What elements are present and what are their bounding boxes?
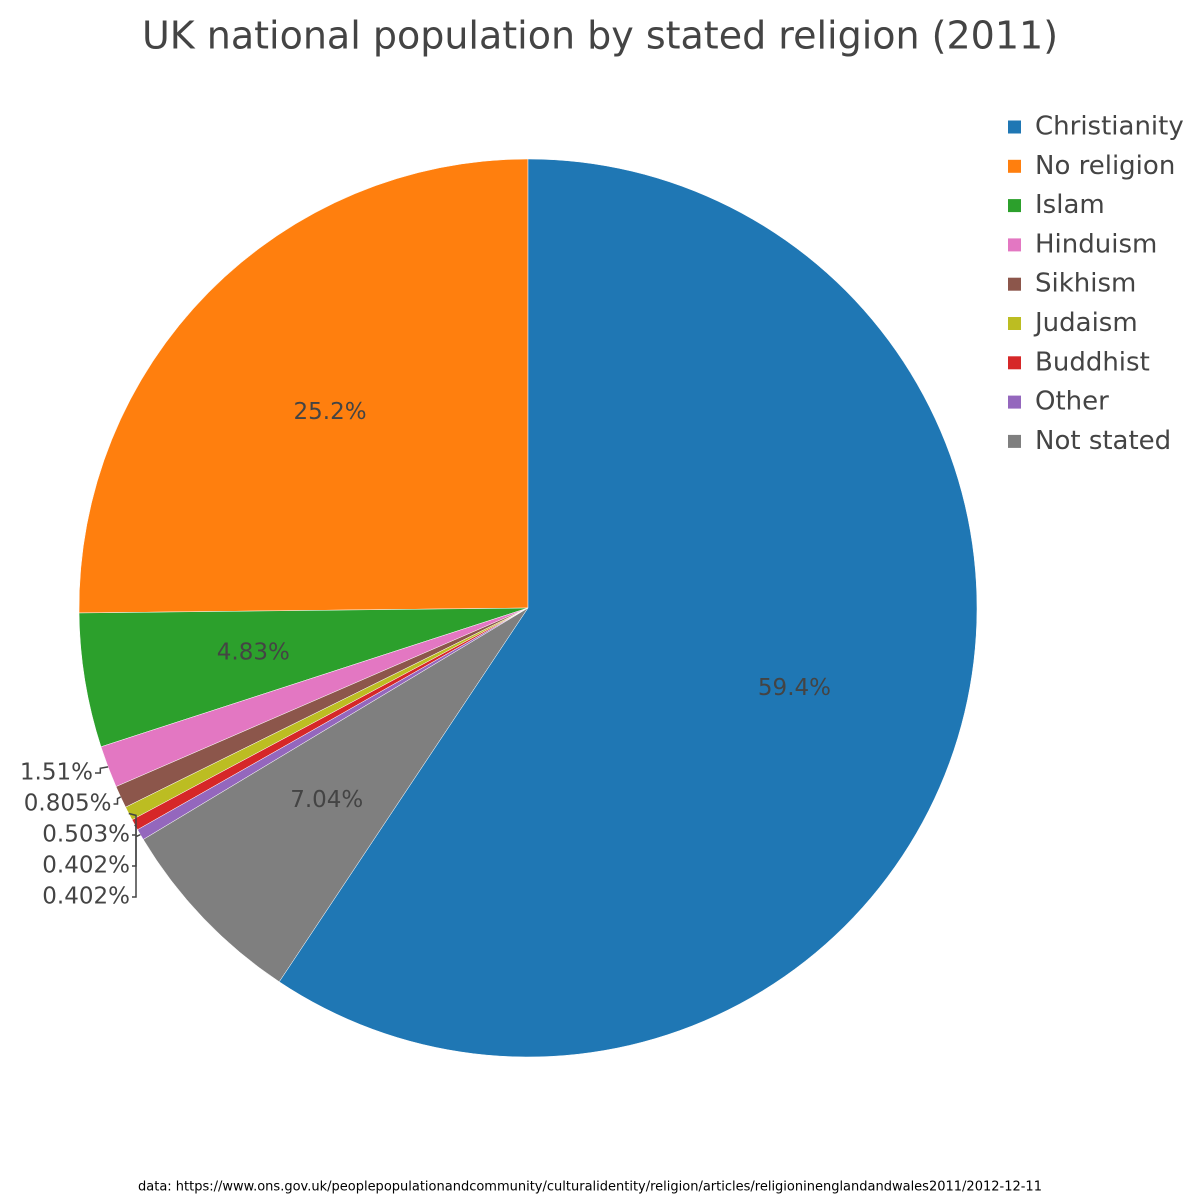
pie-slice <box>278 158 978 1058</box>
legend-marker <box>1008 238 1021 252</box>
legend-label: No religion <box>1035 151 1175 181</box>
legend-marker <box>1008 120 1021 134</box>
legend-label: Buddhist <box>1035 347 1150 377</box>
value-label: 1.51% <box>20 760 93 786</box>
value-label: 4.83% <box>217 640 290 666</box>
leader-line <box>128 812 137 836</box>
value-label: 7.04% <box>290 787 363 813</box>
legend-label: Hinduism <box>1035 229 1157 259</box>
value-label: 25.2% <box>294 399 367 425</box>
legend-label: Christianity <box>1035 112 1184 142</box>
leader-line <box>132 833 141 898</box>
legend-marker <box>1008 159 1021 173</box>
legend-marker <box>1008 356 1021 370</box>
legend-marker <box>1008 277 1021 291</box>
legend-marker <box>1008 434 1021 448</box>
leader-line <box>113 796 122 805</box>
legend-label: Sikhism <box>1035 269 1136 299</box>
chart-title: UK national population by stated religio… <box>142 14 1058 58</box>
value-label: 0.402% <box>42 853 130 879</box>
legend-label: Not stated <box>1035 426 1171 456</box>
pie-slice <box>142 607 529 983</box>
source-note: data: https://www.ons.gov.uk/peoplepopul… <box>138 1180 1042 1195</box>
legend-label: Judaism <box>1033 308 1138 338</box>
legend-label: Other <box>1035 387 1109 417</box>
value-label: 0.402% <box>42 884 130 910</box>
value-label: 0.805% <box>24 791 112 817</box>
value-label: 0.503% <box>42 822 130 848</box>
pie-slice <box>78 158 529 614</box>
legend-label: Islam <box>1035 190 1105 220</box>
legend-marker <box>1008 395 1021 409</box>
legend-marker <box>1008 199 1021 213</box>
value-label: 59.4% <box>758 675 831 701</box>
leader-line <box>95 766 109 774</box>
legend-marker <box>1008 317 1021 330</box>
